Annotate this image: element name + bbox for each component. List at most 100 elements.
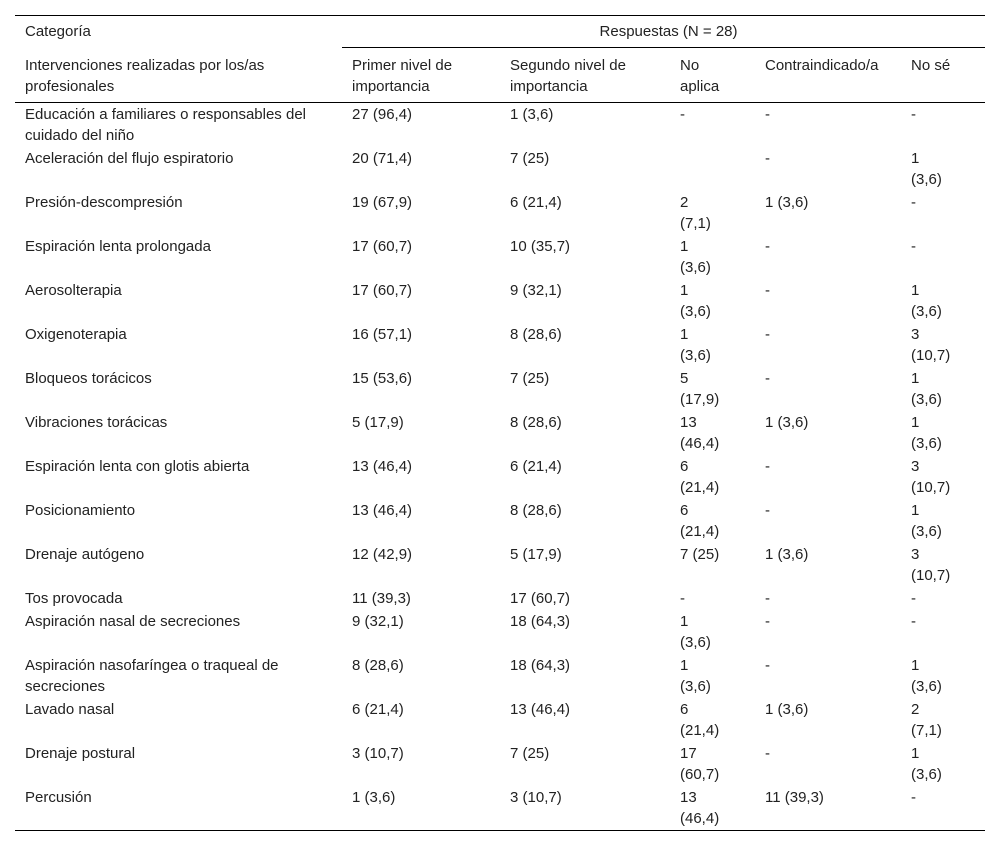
table-cell: - xyxy=(765,657,770,674)
table-cell: 11 (39,3) xyxy=(352,590,411,607)
table-cell: 16 (57,1) xyxy=(352,326,413,343)
header-cell: Respuestas (N = 28) xyxy=(342,15,986,48)
table-row: Drenaje postural 3 (10,7) 7 (25) 17 (60,7) -… xyxy=(15,742,985,786)
table-cell: 19 (67,9) xyxy=(352,194,413,211)
table-row: Vibraciones torácicas 5 (17,9) 8 (28,6) 13 … xyxy=(15,411,985,455)
table-cell: 3 (10,7) xyxy=(510,789,562,806)
table-cell: 9 (32,1) xyxy=(352,613,404,630)
table-cell: Oxigenoterapia xyxy=(25,326,127,343)
table-cell: 17 (60,7) xyxy=(680,745,720,783)
table-cell: 3 (10,7) xyxy=(911,458,951,496)
table-cell: 3 (10,7) xyxy=(911,326,951,364)
table-row: Aspiración nasofaríngea o traqueal de se… xyxy=(15,654,985,698)
table-cell: 8 (28,6) xyxy=(352,657,404,674)
table-cell: Tos provocada xyxy=(25,590,123,607)
table-cell: 17 (60,7) xyxy=(352,282,413,299)
table-cell: Aceleración del flujo espiratorio xyxy=(25,150,234,167)
table-cell: 6 (21,4) xyxy=(352,701,404,718)
table-cell: 13 (46,4) xyxy=(352,458,413,475)
table-row: Drenaje autógeno 12 (42,9) 5 (17,9) 7 (25) 1… xyxy=(15,543,985,587)
table-cell: 6 (21,4) xyxy=(510,194,562,211)
header-cell: Primer nivel de importancia xyxy=(342,47,500,103)
table-cell: 17 (60,7) xyxy=(510,590,571,607)
table-cell: 1 (3,6) xyxy=(352,789,396,806)
table-cell: 17 (60,7) xyxy=(352,238,413,255)
table-cell: - xyxy=(765,745,770,762)
table-row: Educación a familiares o responsables de… xyxy=(15,103,985,148)
table-cell: - xyxy=(765,613,770,630)
table-cell: 2 (7,1) xyxy=(911,701,942,739)
table-cell: 8 (28,6) xyxy=(510,502,562,519)
table-cell: 6 (21,4) xyxy=(680,502,720,540)
header-cell: Categoría xyxy=(25,23,91,40)
table-cell: - xyxy=(765,150,770,167)
header-cell: Contraindicado/a xyxy=(755,47,901,103)
table-cell: 1 (3,6) xyxy=(680,238,711,276)
table-cell: 1 (3,6) xyxy=(911,150,942,188)
table-cell: 13 (46,4) xyxy=(680,414,720,452)
table-cell: Aspiración nasofaríngea o traqueal de se… xyxy=(25,657,279,695)
header-cell: No aplica xyxy=(670,47,755,103)
table-cell: - xyxy=(765,326,770,343)
table-cell: - xyxy=(765,370,770,387)
table-cell: 1 (3,6) xyxy=(911,745,942,783)
table-cell: - xyxy=(911,106,916,123)
table-cell: Posicionamiento xyxy=(25,502,136,519)
header-cell: No sé xyxy=(901,47,986,103)
header-cell: Segundo nivel de importancia xyxy=(500,47,670,103)
table-cell: 5 (17,9) xyxy=(352,414,404,431)
table-cell: 12 (42,9) xyxy=(352,546,413,563)
table-cell: 10 (35,7) xyxy=(510,238,571,255)
table-cell: 5 (17,9) xyxy=(510,546,562,563)
table-cell: 7 (25) xyxy=(680,546,720,563)
table-cell: - xyxy=(911,238,916,255)
table-cell: Educación a familiares o responsables de… xyxy=(25,106,306,144)
table-cell: 20 (71,4) xyxy=(352,150,413,167)
table-cell: 7 (25) xyxy=(510,150,550,167)
table-cell: 6 (21,4) xyxy=(510,458,562,475)
table-cell: - xyxy=(765,458,770,475)
table-cell: 3 (10,7) xyxy=(352,745,404,762)
table-cell: 5 (17,9) xyxy=(680,370,720,408)
table-cell: Espiración lenta con glotis abierta xyxy=(25,458,250,475)
table-body: Categoría Respuestas (N = 28) Intervenci… xyxy=(15,15,986,831)
table-cell: - xyxy=(765,502,770,519)
table-cell: Lavado nasal xyxy=(25,701,115,718)
table-row: Espiración lenta prolongada 17 (60,7) 10 (… xyxy=(15,235,985,279)
table-cell: - xyxy=(911,194,916,211)
table-cell: - xyxy=(765,106,770,123)
table-cell: 13 (46,4) xyxy=(680,789,720,827)
table-cell: 2 (7,1) xyxy=(680,194,711,232)
table-cell: 1 (3,6) xyxy=(765,194,809,211)
results-table: Categoría Respuestas (N = 28) Intervenci… xyxy=(15,15,986,831)
table-row: Presión-descompresión 19 (67,9) 6 (21,4) 2 … xyxy=(15,191,985,235)
table-cell: 1 (3,6) xyxy=(680,282,711,320)
table-cell: 7 (25) xyxy=(510,370,550,387)
table-cell: 15 (53,6) xyxy=(352,370,413,387)
table-cell: 8 (28,6) xyxy=(510,414,562,431)
table-cell: 1 (3,6) xyxy=(765,701,809,718)
table-row: Aceleración del flujo espiratorio 20 (71,… xyxy=(15,147,985,191)
table-cell: 13 (46,4) xyxy=(510,701,571,718)
table-cell: Drenaje autógeno xyxy=(25,546,145,563)
table-row: Aerosolterapia 17 (60,7) 9 (32,1) 1 (3,6) - 1… xyxy=(15,279,985,323)
table-row: Aspiración nasal de secreciones 9 (32,1) 1… xyxy=(15,610,985,654)
table-cell: 1 (3,6) xyxy=(680,613,711,651)
table-cell: 1 (3,6) xyxy=(911,502,942,540)
table-cell: - xyxy=(911,613,916,630)
table-cell: - xyxy=(765,590,770,607)
table-cell: 1 (3,6) xyxy=(911,414,942,452)
table-cell: 1 (3,6) xyxy=(765,546,809,563)
table-cell: 8 (28,6) xyxy=(510,326,562,343)
table-cell: 18 (64,3) xyxy=(510,657,571,674)
header-row: Categoría Respuestas (N = 28) xyxy=(15,15,986,48)
table-cell: 1 (3,6) xyxy=(911,370,942,408)
table-cell: - xyxy=(765,238,770,255)
table-cell: 6 (21,4) xyxy=(680,458,720,496)
table-cell: Vibraciones torácicas xyxy=(25,414,168,431)
table-cell: 27 (96,4) xyxy=(352,106,413,123)
table-row: Tos provocada 11 (39,3) 17 (60,7) - - - xyxy=(15,587,985,610)
table-row: Lavado nasal 6 (21,4) 13 (46,4) 6 (21,4) 1 (… xyxy=(15,698,985,742)
table-cell: Aspiración nasal de secreciones xyxy=(25,613,241,630)
